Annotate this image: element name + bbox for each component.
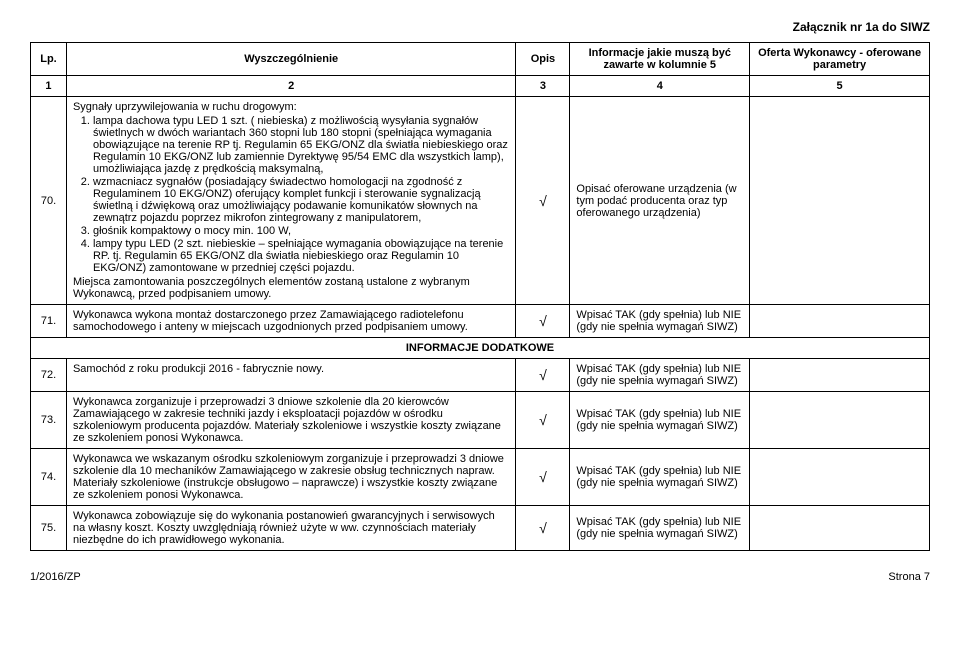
cell-info-74: Wpisać TAK (gdy spełnia) lub NIE (gdy ni…: [570, 449, 750, 506]
cell-info-73: Wpisać TAK (gdy spełnia) lub NIE (gdy ni…: [570, 392, 750, 449]
cell-wysz-75: Wykonawca zobowiązuje się do wykonania p…: [66, 506, 516, 551]
table-row: 74. Wykonawca we wskazanym ośrodku szkol…: [31, 449, 930, 506]
header-oferta: Oferta Wykonawcy - oferowane parametry: [750, 43, 930, 76]
cell-info-75: Wpisać TAK (gdy spełnia) lub NIE (gdy ni…: [570, 506, 750, 551]
cell-opis-72: √: [516, 359, 570, 392]
header-info: Informacje jakie muszą być zawarte w kol…: [570, 43, 750, 76]
cell-oferta-73: [750, 392, 930, 449]
header-lp: Lp.: [31, 43, 67, 76]
cell-info-71: Wpisać TAK (gdy spełnia) lub NIE (gdy ni…: [570, 305, 750, 338]
cell-wysz-74: Wykonawca we wskazanym ośrodku szkolenio…: [66, 449, 516, 506]
cell-oferta-70: [750, 97, 930, 305]
row70-li2: wzmacniacz sygnałów (posiadający świadec…: [93, 176, 510, 224]
spec-table: Lp. Wyszczególnienie Opis Informacje jak…: [30, 42, 930, 551]
header-num-3: 3: [516, 76, 570, 97]
cell-wysz-71: Wykonawca wykona montaż dostarczonego pr…: [66, 305, 516, 338]
table-row: 70. Sygnały uprzywilejowania w ruchu dro…: [31, 97, 930, 305]
cell-lp-73: 73.: [31, 392, 67, 449]
cell-info-70: Opisać oferowane urządzenia (w tym podać…: [570, 97, 750, 305]
footer-left: 1/2016/ZP: [30, 571, 81, 583]
table-header-num-row: 1 2 3 4 5: [31, 76, 930, 97]
header-num-1: 1: [31, 76, 67, 97]
header-num-4: 4: [570, 76, 750, 97]
row70-li1: lampa dachowa typu LED 1 szt. ( niebiesk…: [93, 115, 510, 175]
row70-list: lampa dachowa typu LED 1 szt. ( niebiesk…: [73, 115, 510, 274]
cell-oferta-74: [750, 449, 930, 506]
section-header-row: INFORMACJE DODATKOWE: [31, 338, 930, 359]
header-opis: Opis: [516, 43, 570, 76]
cell-lp-72: 72.: [31, 359, 67, 392]
cell-lp-75: 75.: [31, 506, 67, 551]
page-footer: 1/2016/ZP Strona 7: [30, 571, 930, 583]
header-wysz: Wyszczególnienie: [66, 43, 516, 76]
row70-outro: Miejsca zamontowania poszczególnych elem…: [73, 276, 510, 300]
cell-oferta-71: [750, 305, 930, 338]
header-num-5: 5: [750, 76, 930, 97]
header-num-2: 2: [66, 76, 516, 97]
cell-opis-71: √: [516, 305, 570, 338]
cell-opis-70: √: [516, 97, 570, 305]
footer-right: Strona 7: [888, 571, 930, 583]
table-row: 73. Wykonawca zorganizuje i przeprowadzi…: [31, 392, 930, 449]
row70-li3: głośnik kompaktowy o mocy min. 100 W,: [93, 225, 510, 237]
table-row: 71. Wykonawca wykona montaż dostarczoneg…: [31, 305, 930, 338]
row70-intro: Sygnały uprzywilejowania w ruchu drogowy…: [73, 101, 510, 113]
table-row: 75. Wykonawca zobowiązuje się do wykonan…: [31, 506, 930, 551]
table-header-row: Lp. Wyszczególnienie Opis Informacje jak…: [31, 43, 930, 76]
cell-opis-73: √: [516, 392, 570, 449]
cell-opis-74: √: [516, 449, 570, 506]
row70-li4: lampy typu LED (2 szt. niebieskie – speł…: [93, 238, 510, 274]
cell-info-72: Wpisać TAK (gdy spełnia) lub NIE (gdy ni…: [570, 359, 750, 392]
cell-wysz-73: Wykonawca zorganizuje i przeprowadzi 3 d…: [66, 392, 516, 449]
section-header: INFORMACJE DODATKOWE: [31, 338, 930, 359]
table-row: 72. Samochód z roku produkcji 2016 - fab…: [31, 359, 930, 392]
cell-oferta-72: [750, 359, 930, 392]
cell-opis-75: √: [516, 506, 570, 551]
cell-wysz-72: Samochód z roku produkcji 2016 - fabrycz…: [66, 359, 516, 392]
cell-oferta-75: [750, 506, 930, 551]
cell-lp-74: 74.: [31, 449, 67, 506]
cell-lp-70: 70.: [31, 97, 67, 305]
cell-lp-71: 71.: [31, 305, 67, 338]
cell-wysz-70: Sygnały uprzywilejowania w ruchu drogowy…: [66, 97, 516, 305]
attachment-label: Załącznik nr 1a do SIWZ: [30, 20, 930, 34]
